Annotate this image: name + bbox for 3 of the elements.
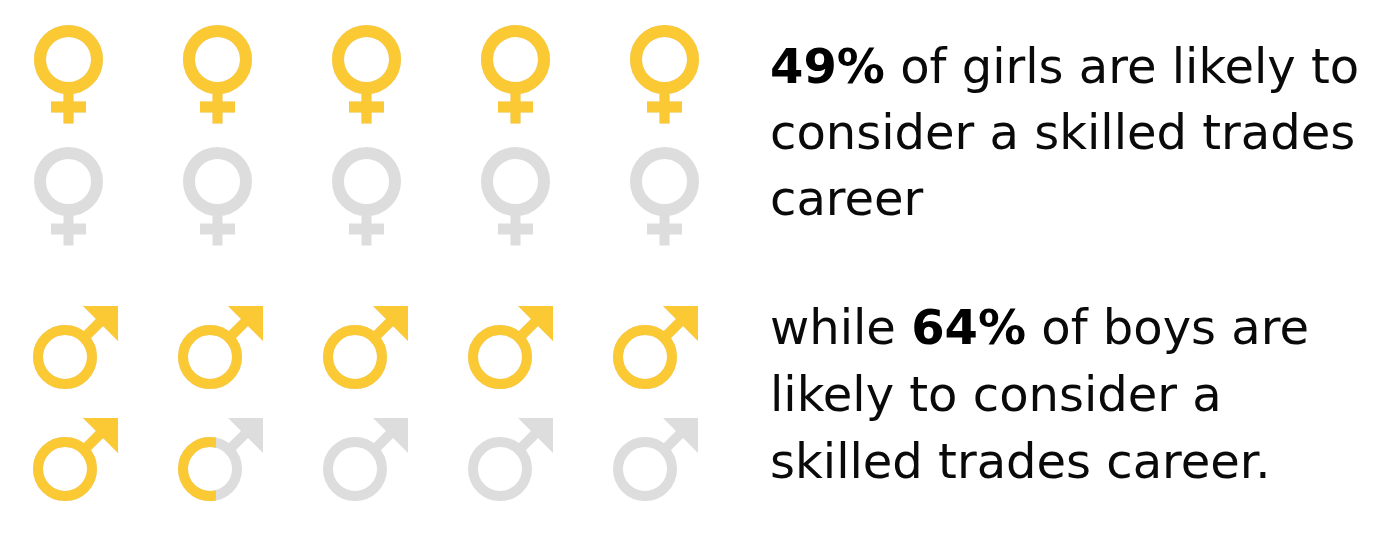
data-label: 64% [911, 299, 1027, 355]
text: while [770, 299, 896, 355]
data-label: 49% [770, 38, 885, 94]
